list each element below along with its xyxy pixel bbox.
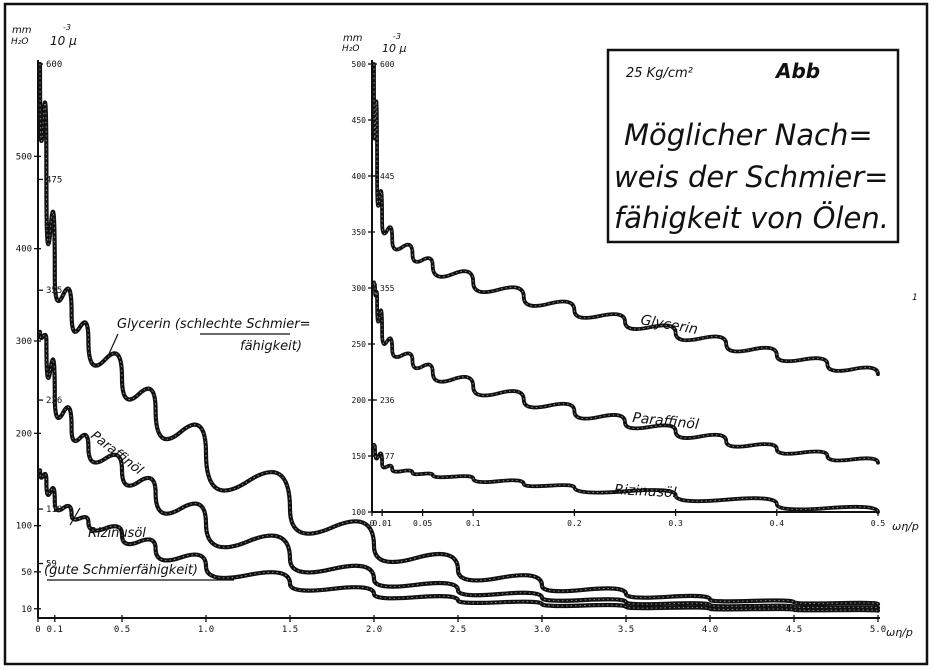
inset-y-tick-label: 450 xyxy=(352,116,367,125)
main-y2-unit-exp: -3 xyxy=(63,23,71,32)
page-mark: 1 xyxy=(912,293,918,303)
inset-series-paraffin-line xyxy=(372,280,880,465)
main-y-tick-label: 500 xyxy=(16,152,32,162)
inset-x-tick-label: 0.3 xyxy=(668,519,683,528)
main-x-tick-label: 4.0 xyxy=(702,625,718,635)
inset-chart: mm H₂O -3 10 μ ωη/p 100 150 200 250 300 350 40… xyxy=(342,32,919,533)
main-x-tick-label: 3.5 xyxy=(618,625,634,635)
inset-y-tick-label: 100 xyxy=(352,508,367,517)
main-y2-tick-label: 59 xyxy=(46,560,57,570)
main-x-axis-label: ωη/p xyxy=(886,626,913,639)
inset-series-glycerin-highlight xyxy=(373,63,879,375)
page-border xyxy=(3,2,929,666)
inset-x-axis-label: ωη/p xyxy=(892,520,919,533)
inset-y2-unit: 10 μ xyxy=(382,42,407,55)
main-x-tick-label: 0 xyxy=(35,625,40,635)
main-x-tick-label: 0.5 xyxy=(114,625,130,635)
inset-x-tick-label: 0.2 xyxy=(567,519,582,528)
title-line-1: Möglicher Nach= xyxy=(624,118,873,152)
inset-y2-tick-label: 445 xyxy=(380,172,395,181)
inset-series-rizinus-line xyxy=(372,442,880,514)
inset-y-unit-bottom: H₂O xyxy=(342,44,359,54)
main-y2-tick-label: 600 xyxy=(46,60,62,70)
main-y-tick-label: 200 xyxy=(16,429,32,439)
inset-y2-tick-label: 177 xyxy=(380,452,395,461)
inset-series-rizinus-highlight xyxy=(373,444,879,513)
main-y2-unit: 10 μ xyxy=(50,34,77,48)
inset-y-tick-label: 300 xyxy=(352,284,367,293)
inset-y-tick-label: 250 xyxy=(352,340,367,349)
main-series-rizinus-highlight xyxy=(39,470,879,612)
main-x-tick-label: 5.0 xyxy=(870,625,886,635)
main-y2-tick-label: 475 xyxy=(46,175,62,185)
inset-x-tick-label: 0 xyxy=(370,519,375,528)
glycerin-main-leader xyxy=(107,333,119,357)
inset-x-tick-label: 0.01 xyxy=(372,519,391,528)
main-y-tick-label: 400 xyxy=(16,245,32,255)
main-y-tick-label: 50 xyxy=(21,568,32,578)
main-y2-tick-label: 118 xyxy=(46,505,62,515)
main-y-unit-top: mm xyxy=(12,25,32,36)
main-x-tick-label: 0.1 xyxy=(47,625,63,635)
inset-y-tick-label: 150 xyxy=(352,452,367,461)
inset-series-paraffin-highlight xyxy=(373,282,879,463)
inset-y2-tick-label: 355 xyxy=(380,284,395,293)
main-series-paraffin-highlight xyxy=(39,331,879,609)
main-x-tick-label: 1.5 xyxy=(282,625,298,635)
title-abb: Abb xyxy=(774,59,820,83)
inset-y2-tick-label: 600 xyxy=(380,60,395,69)
paraffin-inset-label: Paraffinöl xyxy=(632,410,700,433)
inset-y2-tick-label: 236 xyxy=(380,396,395,405)
main-x-tick-label: 3.0 xyxy=(534,625,550,635)
inset-x-tick-label: 0.4 xyxy=(770,519,785,528)
inset-y-unit-top: mm xyxy=(343,33,363,44)
inset-y-tick-label: 500 xyxy=(352,60,367,69)
inset-x-tick-label: 0.1 xyxy=(466,519,481,528)
main-y-unit-bottom: H₂O xyxy=(11,37,28,47)
glycerin-main-label-2: fähigkeit) xyxy=(240,339,302,354)
main-y-tick-label: 100 xyxy=(16,522,32,532)
title-line-3: fähigkeit von Ölen. xyxy=(614,201,889,235)
rizinus-main-label-2: (gute Schmierfähigkeit) xyxy=(44,563,198,578)
main-y-tick-label: 300 xyxy=(16,337,32,347)
main-x-tick-label: 4.5 xyxy=(786,625,802,635)
inset-x-tick-label: 0.05 xyxy=(413,519,432,528)
inset-x-tick-label: 0.5 xyxy=(871,519,886,528)
main-y-tick-label: 10 xyxy=(21,605,32,615)
rizinus-main-leader xyxy=(69,507,81,526)
inset-y2-unit-exp: -3 xyxy=(393,32,401,41)
main-x-tick-label: 2.5 xyxy=(450,625,466,635)
paraffin-main-label: Paraffinöl xyxy=(88,428,146,478)
title-box: 25 Kg/cm² Abb Möglicher Nach= weis der S… xyxy=(606,48,900,244)
glycerin-main-label-1: Glycerin (schlechte Schmier= xyxy=(117,317,310,332)
title-box-frame xyxy=(606,48,900,244)
inset-y-tick-label: 200 xyxy=(352,396,367,405)
title-line-2: weis der Schmier= xyxy=(614,160,888,194)
main-x-tick-label: 2.0 xyxy=(366,625,382,635)
rizinus-inset-label: Rizinusöl xyxy=(614,482,677,501)
glycerin-inset-label: Glycerin xyxy=(639,312,699,338)
title-pressure: 25 Kg/cm² xyxy=(626,66,693,81)
main-chart: mm H₂O -3 10 μ ωη/p 1050100200300400500 … xyxy=(11,23,913,639)
rizinus-main-label-1: Rizinusöl xyxy=(88,526,146,541)
inset-y-tick-label: 400 xyxy=(352,172,367,181)
main-x-tick-label: 1.0 xyxy=(198,625,214,635)
main-series-glycerin-line xyxy=(37,61,881,607)
inset-y-tick-label: 350 xyxy=(352,228,367,237)
